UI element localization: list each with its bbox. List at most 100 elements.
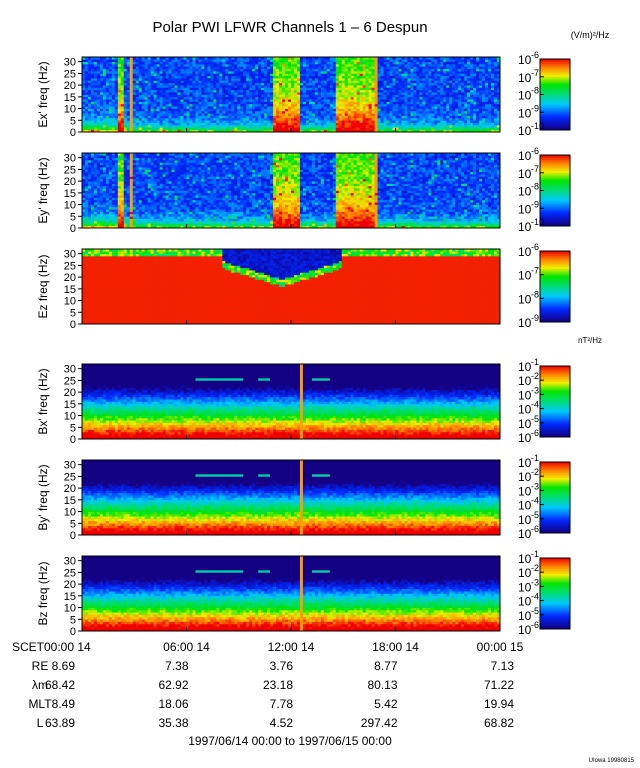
spectrogram-cell — [311, 78, 316, 81]
spectrogram-cell — [198, 120, 202, 123]
spectrogram-cell — [347, 61, 352, 65]
spectrogram-cell — [476, 127, 480, 130]
color-bar-tick-exponent: -10 — [531, 121, 544, 131]
spectrogram-cell — [156, 75, 160, 79]
spectrogram-cell — [117, 73, 122, 77]
spectrogram-cell — [497, 101, 501, 105]
spectrogram-cell — [273, 61, 277, 65]
spectrogram-cell — [84, 204, 89, 208]
spectrogram-cell — [219, 71, 223, 74]
spectrogram-cell — [207, 61, 211, 65]
spectrogram-cell — [201, 68, 205, 72]
spectrogram-cell — [452, 99, 456, 102]
spectrogram-cell — [228, 129, 232, 133]
spectrogram-cell — [494, 94, 498, 98]
spectrogram-cell — [404, 82, 408, 86]
spectrogram-cell — [96, 61, 101, 65]
spectrogram-cell — [114, 129, 119, 133]
spectrogram-cell — [99, 160, 104, 163]
spectrogram-cell — [335, 101, 340, 105]
spectrogram-cell — [147, 66, 151, 70]
spectrogram-cell — [186, 110, 190, 114]
spectrogram-cell — [129, 120, 134, 123]
spectrogram-cell — [494, 82, 498, 86]
spectrogram-cell — [111, 122, 116, 126]
spectrogram-cell — [117, 213, 122, 217]
spectrogram-cell — [105, 96, 110, 100]
spectrogram-cell — [473, 87, 477, 91]
spectrogram-cell — [141, 94, 145, 98]
spectrogram-cell — [273, 71, 277, 74]
spectrogram-cell — [87, 220, 92, 224]
spectrogram-cell — [422, 99, 426, 102]
spectrogram-cell — [440, 82, 444, 86]
spectrogram-cell — [434, 59, 438, 62]
spectrogram-cell — [296, 78, 301, 81]
spectrogram-cell — [141, 78, 145, 81]
spectrogram-cell — [398, 80, 402, 84]
spectrogram-cell — [183, 96, 187, 100]
spectrogram-cell — [102, 183, 107, 187]
spectrogram-cell — [392, 59, 396, 62]
spectrogram-cell — [413, 103, 417, 107]
spectrogram-cell — [138, 59, 143, 62]
spectrogram-cell — [416, 85, 420, 88]
spectrogram-cell — [332, 82, 337, 86]
spectrogram-cell — [353, 87, 357, 91]
spectrogram-cell — [467, 71, 471, 74]
spectrogram-cell — [201, 124, 205, 128]
spectrogram-cell — [482, 103, 486, 107]
spectrogram-cell — [159, 110, 163, 114]
spectrogram-cell — [159, 66, 163, 70]
spectrogram-cell — [335, 73, 340, 77]
spectrogram-cell — [165, 87, 169, 91]
spectrogram-cell — [264, 71, 268, 74]
spectrogram-cell — [270, 80, 274, 84]
spectrogram-cell — [234, 94, 238, 98]
spectrogram-cell — [404, 106, 408, 109]
spectrogram-cell — [105, 174, 110, 177]
spectrogram-cell — [82, 209, 86, 212]
spectrogram-cell — [410, 127, 414, 130]
spectrogram-cell — [458, 94, 462, 98]
spectrogram-cell — [320, 71, 325, 74]
spectrogram-cell — [413, 106, 417, 109]
spectrogram-cell — [380, 75, 384, 79]
spectrogram-cell — [192, 99, 196, 102]
spectrogram-cell — [291, 124, 295, 128]
spectrogram-cell — [279, 129, 283, 133]
spectrogram-cell — [332, 110, 337, 114]
spectrogram-cell — [246, 124, 250, 128]
spectrogram-cell — [270, 115, 274, 119]
spectrogram-cell — [419, 106, 423, 109]
spectrogram-cell — [404, 122, 408, 126]
spectrogram-cell — [455, 108, 459, 112]
spectrogram-cell — [413, 115, 417, 119]
spectrogram-cell — [359, 108, 363, 112]
spectrogram-cell — [195, 68, 199, 72]
spectrogram-cell — [389, 94, 393, 98]
electric-unit-label: (V/m)²/Hz — [571, 30, 610, 40]
spectrogram-cell — [386, 57, 390, 60]
spectrogram-cell — [440, 61, 444, 65]
spectrogram-cell — [392, 66, 396, 70]
spectrogram-cell — [207, 113, 211, 116]
spectrogram-cell — [168, 94, 172, 98]
spectrogram-cell — [371, 106, 375, 109]
spectrogram-cell — [93, 199, 98, 203]
spectrogram-cell — [120, 220, 125, 224]
spectrogram-cell — [189, 92, 193, 95]
spectrogram-cell — [156, 103, 160, 107]
spectrogram-cell — [243, 57, 247, 60]
color-bar-segment — [540, 73, 570, 76]
spectrogram-cell — [87, 167, 92, 170]
spectrogram-cell — [434, 57, 438, 60]
spectrogram-cell — [467, 68, 471, 72]
spectrogram-cell — [443, 64, 447, 67]
spectrogram-cell — [231, 101, 235, 105]
spectrogram-cell — [111, 164, 116, 168]
spectrogram-cell — [467, 101, 471, 105]
spectrogram-cell — [90, 71, 95, 74]
spectrogram-cell — [234, 71, 238, 74]
spectrogram-cell — [383, 101, 387, 105]
